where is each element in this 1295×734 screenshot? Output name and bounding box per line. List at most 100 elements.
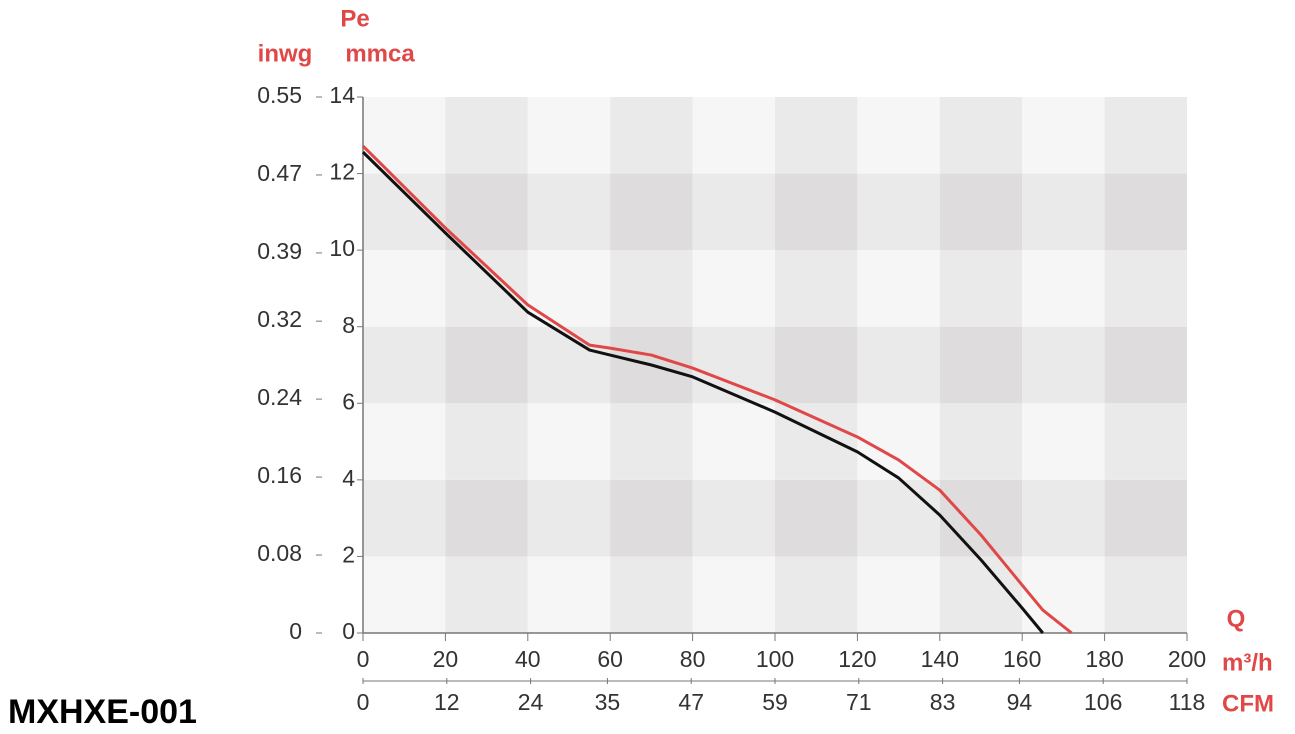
band xyxy=(692,173,775,251)
band xyxy=(1104,97,1187,174)
band xyxy=(363,556,446,633)
band xyxy=(775,403,858,480)
y2-axis-label: inwg xyxy=(258,40,313,67)
band xyxy=(939,326,1023,404)
x2-tick-label: 71 xyxy=(846,689,872,715)
curve xyxy=(361,151,1044,634)
band xyxy=(1022,97,1105,174)
y2-tick-label: 0.47 xyxy=(257,160,302,186)
band xyxy=(445,173,528,251)
band xyxy=(610,556,693,633)
x-tick-label: 120 xyxy=(838,646,876,672)
plot-background xyxy=(363,97,1187,633)
band xyxy=(775,556,858,633)
band xyxy=(1022,479,1105,557)
band xyxy=(527,326,611,404)
band xyxy=(445,556,528,633)
band xyxy=(363,97,446,174)
band xyxy=(445,250,528,327)
band xyxy=(692,326,775,404)
y-tick-label: 2 xyxy=(342,542,355,568)
band xyxy=(527,556,611,633)
band xyxy=(692,97,775,174)
band xyxy=(857,250,940,327)
band xyxy=(610,403,693,480)
band xyxy=(1104,326,1187,404)
x-tick-label: 200 xyxy=(1168,646,1206,672)
x-tick-label: 100 xyxy=(756,646,794,672)
y2-tick-label: 0.24 xyxy=(257,384,302,410)
y-tick-label: 4 xyxy=(342,465,355,491)
band xyxy=(1022,326,1105,404)
band xyxy=(775,250,858,327)
y2-tick-label: 0.55 xyxy=(257,82,302,108)
band xyxy=(857,403,940,480)
band xyxy=(1104,479,1187,557)
band xyxy=(445,403,528,480)
band xyxy=(939,250,1023,327)
band xyxy=(857,556,940,633)
band xyxy=(527,173,611,251)
band xyxy=(775,173,858,251)
band xyxy=(610,479,693,557)
band xyxy=(527,479,611,557)
y-axis-label: mmca xyxy=(345,40,415,67)
x2-tick-label: 24 xyxy=(518,689,544,715)
y2-tick-label: 0.16 xyxy=(257,462,302,488)
x2-tick-label: 83 xyxy=(930,689,956,715)
x2-tick-label: 94 xyxy=(1007,689,1033,715)
band xyxy=(363,479,446,557)
x2-axis-label: CFM xyxy=(1222,690,1274,717)
band xyxy=(363,326,446,404)
y-tick-label: 0 xyxy=(342,618,355,644)
y-tick-label: 10 xyxy=(329,235,355,261)
model-label: MXHXE-001 xyxy=(8,693,197,731)
band xyxy=(610,97,693,174)
band xyxy=(445,97,528,174)
x-tick-label: 180 xyxy=(1085,646,1123,672)
band xyxy=(692,556,775,633)
band xyxy=(857,173,940,251)
y-tick-label: 8 xyxy=(342,312,355,338)
y2-tick-label: 0.08 xyxy=(257,540,302,566)
band xyxy=(939,479,1023,557)
x2-tick-label: 0 xyxy=(357,689,370,715)
x2-tick-label: 47 xyxy=(678,689,704,715)
band xyxy=(610,250,693,327)
y2-tick-label: 0.32 xyxy=(257,306,302,332)
band xyxy=(1022,556,1105,633)
band xyxy=(857,479,940,557)
y2-tick-label: 0 xyxy=(289,618,302,644)
band xyxy=(363,250,446,327)
band xyxy=(939,403,1023,480)
band xyxy=(363,403,446,480)
x2-tick-label: 12 xyxy=(434,689,460,715)
x-tick-label: 80 xyxy=(680,646,706,672)
band xyxy=(857,97,940,174)
y2-tick-label: 0.39 xyxy=(257,238,302,264)
x-tick-label: 60 xyxy=(597,646,623,672)
band xyxy=(1104,403,1187,480)
curve xyxy=(361,144,1073,635)
band xyxy=(1104,556,1187,633)
band xyxy=(1104,250,1187,327)
band xyxy=(1022,173,1105,251)
band xyxy=(775,479,858,557)
x-tick-label: 160 xyxy=(1003,646,1041,672)
y-tick-label: 12 xyxy=(329,159,355,185)
band xyxy=(692,250,775,327)
band xyxy=(1022,250,1105,327)
band xyxy=(527,250,611,327)
band xyxy=(610,173,693,251)
y-tick-label: 6 xyxy=(342,388,355,414)
x2-tick-label: 35 xyxy=(595,689,621,715)
band xyxy=(1022,403,1105,480)
x-tick-label: 140 xyxy=(921,646,959,672)
x-tick-label: 40 xyxy=(515,646,541,672)
band xyxy=(1104,173,1187,251)
x-title: Q xyxy=(1227,605,1246,632)
band xyxy=(527,97,611,174)
x2-tick-label: 118 xyxy=(1169,689,1206,715)
x-axis-label: m³/h xyxy=(1222,649,1273,676)
